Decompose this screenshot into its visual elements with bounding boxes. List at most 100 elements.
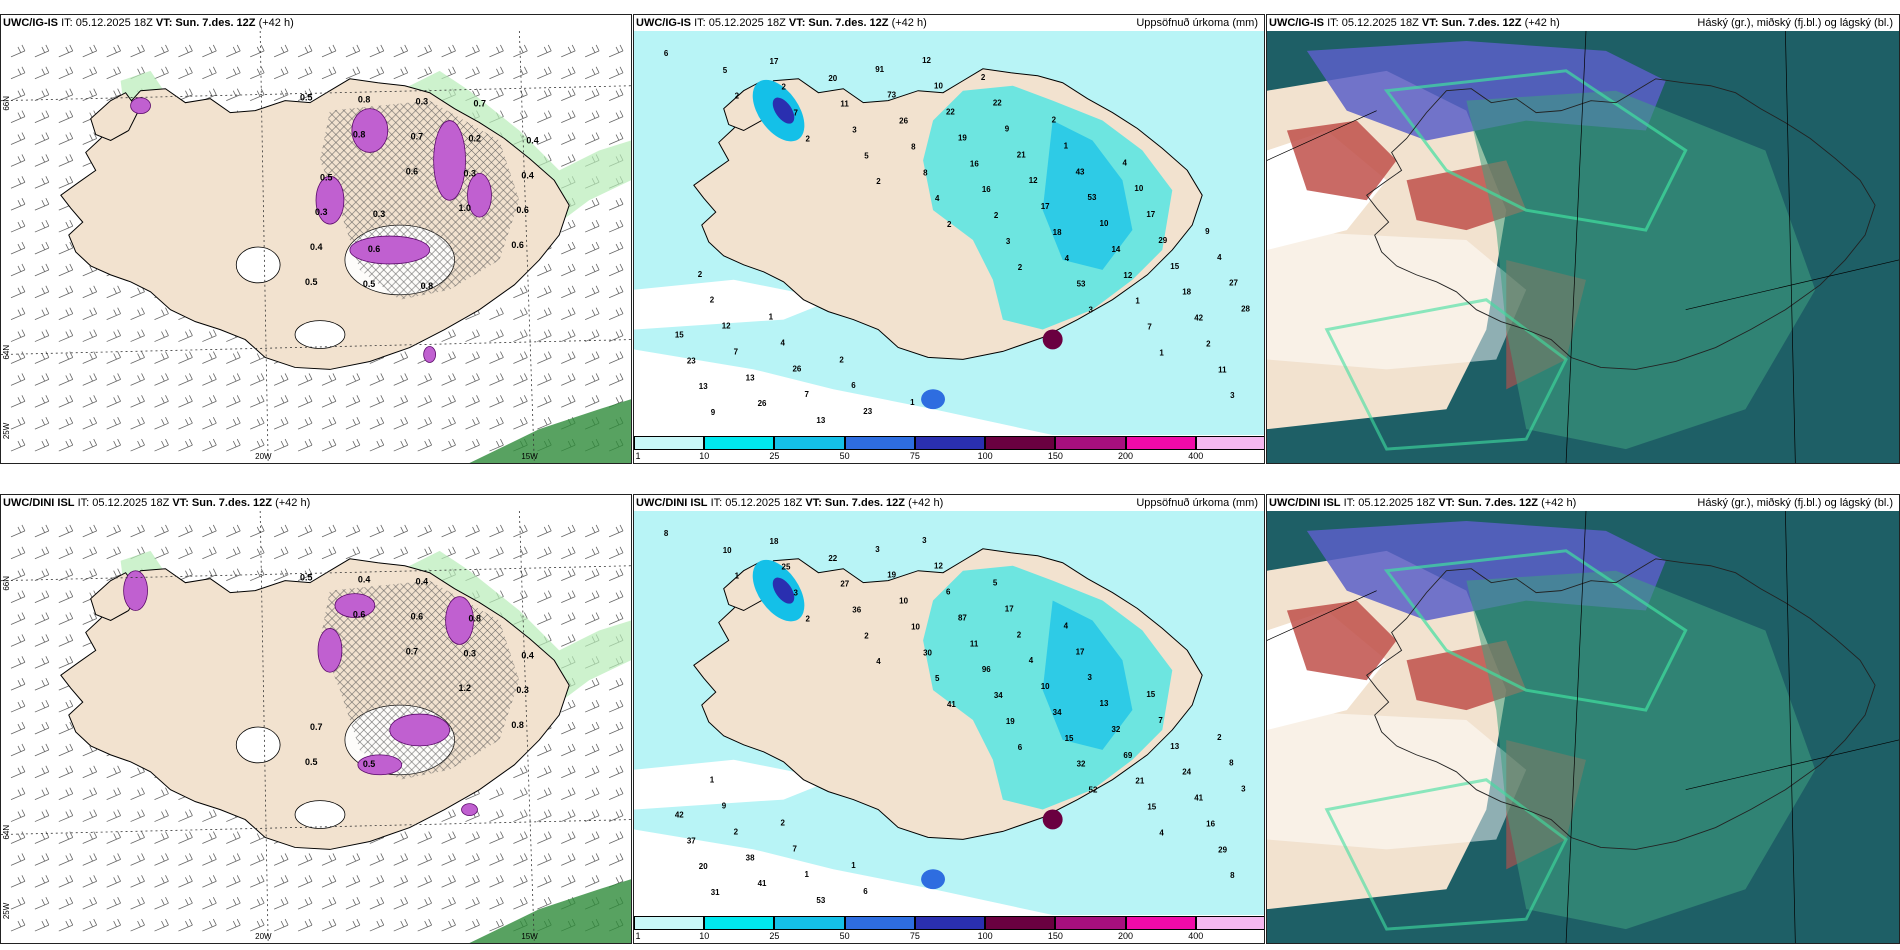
wind-barb: [393, 438, 409, 452]
wind-barb: [584, 809, 600, 822]
wind-barb: [10, 546, 26, 560]
wind-barb: [369, 44, 385, 58]
wind-barb: [584, 88, 600, 102]
precip-value: 25: [782, 563, 791, 572]
wind-barb: [489, 395, 504, 408]
wind-barb: [34, 307, 50, 321]
precip-value: 16: [1206, 819, 1215, 828]
precip-value: 4: [1122, 158, 1127, 167]
precip-value: 2: [981, 73, 986, 82]
precip-heavy: [921, 389, 946, 410]
precip-value: 29: [1218, 845, 1227, 854]
wind-barb: [465, 918, 480, 932]
precip-value: 17: [1041, 202, 1050, 211]
wind-barb: [34, 351, 50, 364]
wind-barb: [584, 831, 600, 844]
wind-barb: [273, 66, 289, 80]
wind-barb: [297, 373, 313, 386]
wind-barb: [273, 918, 289, 932]
wind-barb: [608, 546, 624, 560]
wind-barb: [584, 373, 600, 386]
precip-map[interactable]: 6 2 2 2 2 2 3 1 3 5 7 5 4 3 53 7 11 9 2 3 8 2 4 1 2 13 17 11 8 16 18 12…: [634, 31, 1264, 435]
wind-barb: [561, 809, 576, 822]
wind-barb: [154, 307, 169, 321]
precip-value: 3: [922, 536, 927, 545]
wind-barb: [226, 66, 241, 80]
wind-barb: [58, 395, 74, 408]
wind-barb: [34, 44, 50, 58]
precip-map[interactable]: 8 1 2 4 41 6 52 4 8 10 3 2 5 19 32 15 29 31 25 36 30 34 15 21 16…: [634, 511, 1264, 915]
latitude-line: [1, 85, 631, 102]
wind-barb: [106, 568, 121, 582]
wind-barb: [34, 699, 50, 713]
latitude-label: 64N: [2, 345, 11, 360]
wind-barb: [465, 395, 480, 408]
wind-barb: [202, 44, 217, 58]
wind-barb: [489, 351, 504, 364]
wind-map[interactable]: 0.5 0.6 0.7 1.2 0.8 0.5 0.4 0.6 0.3 0.3 0.7 0.5 0.4 0…: [1, 511, 631, 943]
wind-barb: [369, 897, 385, 910]
wind-barb: [58, 590, 74, 603]
wind-barb: [489, 524, 504, 538]
wind-barb: [369, 853, 385, 866]
snowfall-value: 1.0: [459, 203, 471, 213]
longitude-label: 15W: [521, 452, 538, 461]
wind-barb: [58, 438, 74, 452]
wind-barb: [154, 546, 169, 560]
cloud-map[interactable]: [1267, 511, 1899, 943]
wind-barb: [417, 853, 432, 866]
wind-barb: [58, 524, 74, 538]
wind-barb: [321, 853, 337, 866]
wind-barb: [608, 809, 624, 822]
wind-barb: [441, 897, 456, 910]
wind-barb: [441, 395, 456, 408]
snowfall-value: 0.7: [310, 722, 322, 732]
precip-values: 6222223135754353711923824121317118161812…: [664, 49, 1251, 425]
wind-barb: [250, 417, 265, 430]
green-precip-area: [469, 879, 631, 943]
wind-barb: [10, 612, 26, 625]
dry-area: [634, 759, 834, 810]
wind-barb: [202, 417, 217, 430]
precip-value: 15: [1147, 803, 1156, 812]
wind-barb: [561, 373, 576, 386]
precip-value: 17: [1146, 210, 1155, 219]
precip-value: 1: [1159, 348, 1164, 357]
wind-barb: [465, 373, 480, 386]
wind-barb: [537, 546, 552, 560]
value-labels: 0.5 0.6 0.7 1.2 0.8 0.5 0.4 0.6 0.3 0.3 0.7 0.5 0.4 0…: [300, 573, 534, 769]
wind-barb: [465, 853, 480, 866]
wind-barb: [513, 110, 528, 123]
wind-barb: [58, 568, 74, 582]
wind-barb: [34, 743, 50, 757]
precip-value: 28: [1241, 305, 1250, 314]
wind-barb: [393, 66, 409, 80]
wind-barb: [584, 787, 600, 801]
wind-barb: [154, 329, 169, 342]
wind-barb: [202, 438, 217, 452]
precip-value: 10: [934, 82, 943, 91]
wind-map[interactable]: 0.5 0.8 0.6 1.0 0.6 0.5 0.8 0.7 0.3 0.6 0.4 0.5 0.3 0…: [1, 31, 631, 463]
cloud-map[interactable]: [1267, 31, 1899, 463]
wind-barb: [561, 831, 576, 844]
wind-barb: [58, 176, 74, 189]
wind-barb: [58, 241, 74, 255]
snowfall-blob: [467, 172, 492, 218]
precip-value: 19: [887, 571, 896, 580]
wind-barb: [178, 809, 193, 822]
precip-value: 37: [687, 836, 696, 845]
wind-barb: [154, 853, 169, 866]
wind-barb: [34, 590, 50, 603]
wind-barb: [537, 373, 552, 386]
wind-barb: [393, 546, 409, 560]
snowfall-value: 0.2: [469, 133, 481, 143]
snowfall-blob: [334, 593, 376, 618]
wind-barb: [10, 351, 26, 364]
wind-barb: [273, 897, 289, 910]
colorbar-swatch: [1125, 916, 1196, 930]
wind-barb: [537, 809, 552, 822]
wind-barb: [608, 831, 624, 844]
wind-barb: [10, 656, 26, 669]
wind-barb: [178, 875, 193, 888]
green-precip-area: [469, 399, 631, 463]
